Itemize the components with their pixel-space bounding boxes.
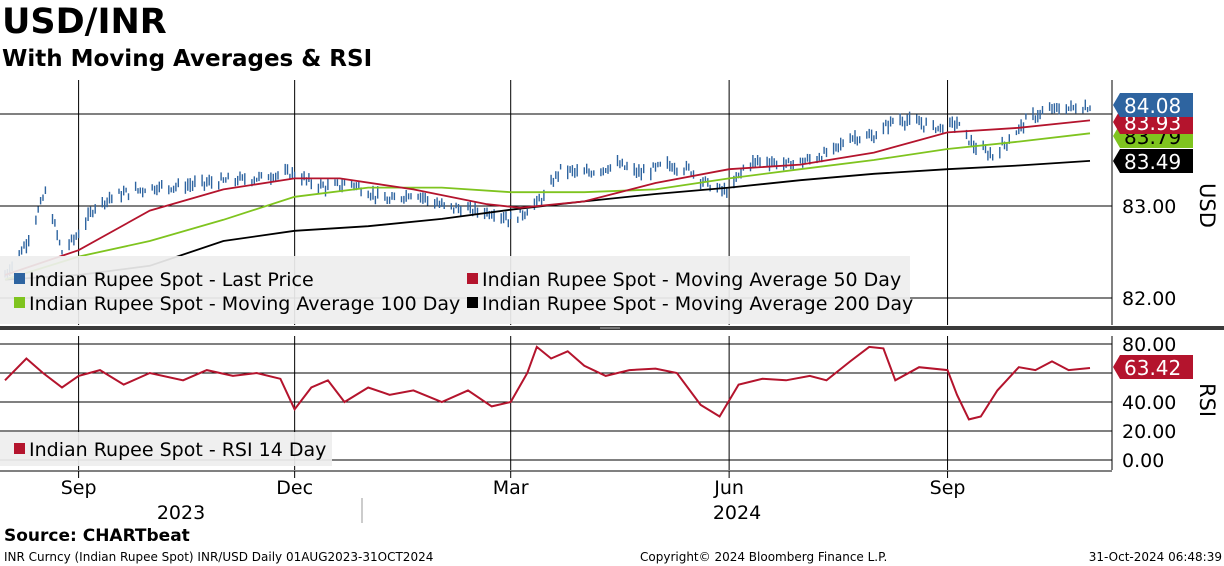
footer-copyright: Copyright© 2024 Bloomberg Finance L.P. [640,550,888,564]
x-year-label: 2024 [713,502,761,524]
x-month-label: Dec [276,477,313,499]
legend-swatch [467,297,478,308]
price-axis-title: USD [1195,183,1219,228]
tag-value: 83.49 [1124,150,1181,174]
rsi-axis-title: RSI [1195,383,1219,417]
tag-background [1113,355,1193,379]
footer-timestamp: 31-Oct-2024 06:48:39 [1088,550,1222,564]
legend-layer: Indian Rupee Spot - Last Price Indian Rup… [0,256,913,466]
rsi-series-layer [4,345,1091,421]
rsi-legend-box [0,432,332,466]
source-note: Source: CHARTbeat [4,526,190,546]
footer-ticker-info: INR Curncy (Indian Rupee Spot) INR/USD D… [4,550,434,564]
rsi-tick-label: 40.00 [1122,392,1176,414]
legend-label: Indian Rupee Spot - Last Price [29,269,314,291]
tag-value: 63.42 [1124,356,1181,380]
chart-subtitle: With Moving Averages & RSI [2,46,373,72]
axis-layer: 83.00 82.00 80.00 40.00 20.00 0.00 USD RSI Sep De… [0,80,1224,524]
x-month-label: Sep [930,477,966,499]
chart-title: USD/INR [2,2,167,42]
rsi-tick-label: 0.00 [1122,450,1164,472]
tag-value: 84.08 [1124,94,1181,118]
tag-background [1113,93,1193,117]
x-month-label: Jun [713,477,744,499]
price-series-layer [4,99,1091,281]
price-legend-box [0,256,910,324]
ma50-line [4,119,1091,276]
legend-swatch [467,273,478,284]
rsi-last-tag: 63.42 [1113,355,1193,380]
x-month-label: Mar [493,477,529,499]
legend-label: Indian Rupee Spot - Moving Average 200 D… [482,293,913,315]
rsi-tick-label: 20.00 [1122,421,1176,443]
price-last-tag: 84.08 [1113,93,1193,118]
legend-swatch [14,443,25,454]
x-year-label: 2023 [157,502,205,524]
legend-swatch [14,297,25,308]
rsi-line [4,345,1091,421]
ma100-line [4,132,1091,281]
x-month-label: Sep [61,477,97,499]
price-tick-label: 83.00 [1122,196,1176,218]
tag-background [1113,149,1193,173]
price-tick-label: 82.00 [1122,288,1176,310]
rsi-tick-label: 80.00 [1122,334,1176,356]
legend-label: Indian Rupee Spot - Moving Average 50 Da… [482,269,901,291]
legend-label: Indian Rupee Spot - RSI 14 Day [29,439,326,461]
legend-label: Indian Rupee Spot - Moving Average 100 D… [29,293,460,315]
legend-swatch [14,273,25,284]
ma200-last-tag: 83.49 [1113,149,1193,174]
